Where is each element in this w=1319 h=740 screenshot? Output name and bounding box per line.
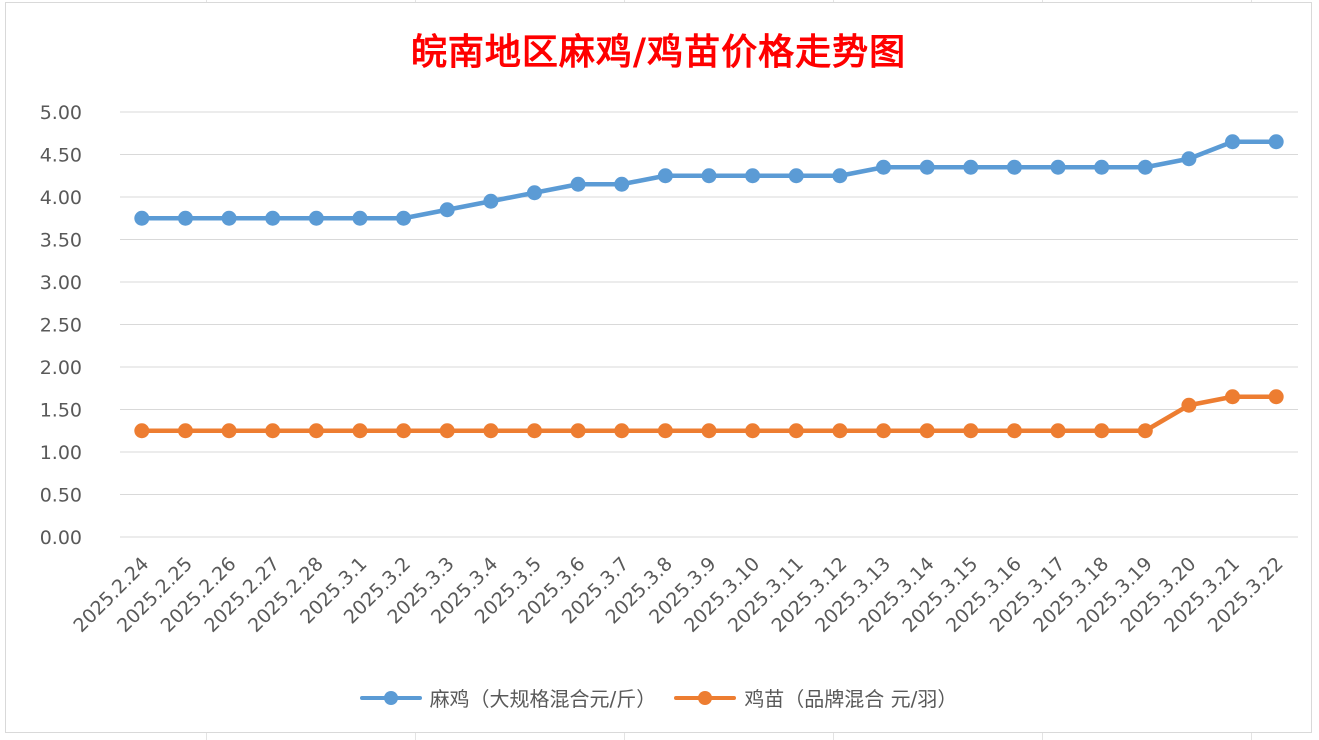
data-point[interactable]: [701, 423, 717, 439]
data-point[interactable]: [1268, 389, 1284, 405]
data-point[interactable]: [701, 168, 717, 184]
data-point[interactable]: [1137, 423, 1153, 439]
data-point[interactable]: [265, 210, 281, 226]
y-tick-label: 1.00: [40, 442, 82, 464]
data-point[interactable]: [1225, 389, 1241, 405]
data-point[interactable]: [570, 176, 586, 192]
legend-item-series-2[interactable]: 鸡苗（品牌混合 元/羽）: [674, 683, 957, 712]
legend-marker-series-1: [359, 689, 422, 707]
y-tick-label: 2.00: [40, 357, 82, 379]
data-point[interactable]: [439, 202, 455, 218]
data-point[interactable]: [308, 210, 324, 226]
data-point[interactable]: [526, 423, 542, 439]
data-point[interactable]: [483, 193, 499, 209]
chart-area[interactable]: 皖南地区麻鸡/鸡苗价格走势图 0.00 0.50 1.00 1.50 2.00 2.50 3…: [5, 2, 1312, 733]
data-point[interactable]: [919, 159, 935, 175]
data-point[interactable]: [352, 210, 368, 226]
plot-area: 0.00 0.50 1.00 1.50 2.00 2.50 3.00 3.50 4.00 4.50…: [40, 102, 1298, 637]
data-point[interactable]: [832, 168, 848, 184]
legend-label-series-1: 麻鸡（大规格混合元/斤）: [429, 687, 657, 711]
data-point[interactable]: [1050, 423, 1066, 439]
data-point[interactable]: [963, 423, 979, 439]
data-point[interactable]: [221, 210, 237, 226]
y-tick-label: 4.00: [40, 187, 82, 209]
data-point[interactable]: [1181, 397, 1197, 413]
series: [134, 134, 1284, 439]
data-point[interactable]: [919, 423, 935, 439]
y-axis-ticks: 0.00 0.50 1.00 1.50 2.00 2.50 3.00 3.50 4.00 4.50…: [40, 102, 82, 549]
data-point[interactable]: [1006, 423, 1022, 439]
data-point[interactable]: [570, 423, 586, 439]
y-tick-label: 5.00: [40, 102, 82, 124]
data-point[interactable]: [439, 423, 455, 439]
legend-label-series-2: 鸡苗（品牌混合 元/羽）: [744, 687, 958, 711]
x-axis-ticks: 2025.2.242025.2.252025.2.262025.2.272025…: [69, 553, 1287, 637]
data-point[interactable]: [265, 423, 281, 439]
y-tick-label: 1.50: [40, 400, 82, 422]
legend: 麻鸡（大规格混合元/斤） 鸡苗（品牌混合 元/羽）: [6, 683, 1311, 712]
data-point[interactable]: [396, 210, 412, 226]
data-point[interactable]: [788, 168, 804, 184]
data-point[interactable]: [177, 210, 193, 226]
y-tick-label: 0.00: [40, 527, 82, 549]
data-point[interactable]: [614, 176, 630, 192]
data-point[interactable]: [1050, 159, 1066, 175]
data-point[interactable]: [745, 168, 761, 184]
data-point[interactable]: [134, 423, 150, 439]
data-point[interactable]: [1094, 159, 1110, 175]
data-point[interactable]: [614, 423, 630, 439]
data-point[interactable]: [308, 423, 324, 439]
data-point[interactable]: [1137, 159, 1153, 175]
y-tick-label: 0.50: [40, 485, 82, 507]
series-2: [134, 389, 1284, 439]
legend-marker-series-2: [674, 689, 737, 707]
y-tick-label: 3.50: [40, 230, 82, 252]
data-point[interactable]: [221, 423, 237, 439]
data-point[interactable]: [1268, 134, 1284, 150]
data-point[interactable]: [1181, 151, 1197, 167]
gridlines: [120, 111, 1298, 538]
data-point[interactable]: [134, 210, 150, 226]
y-tick-label: 2.50: [40, 315, 82, 337]
data-point[interactable]: [483, 423, 499, 439]
data-point[interactable]: [657, 423, 673, 439]
series-1: [134, 134, 1284, 226]
data-point[interactable]: [1006, 159, 1022, 175]
data-point[interactable]: [526, 185, 542, 201]
y-tick-label: 3.00: [40, 272, 82, 294]
data-point[interactable]: [788, 423, 804, 439]
data-point[interactable]: [876, 159, 892, 175]
data-point[interactable]: [876, 423, 892, 439]
y-tick-label: 4.50: [40, 145, 82, 167]
data-point[interactable]: [745, 423, 761, 439]
data-point[interactable]: [352, 423, 368, 439]
data-point[interactable]: [963, 159, 979, 175]
data-point[interactable]: [657, 168, 673, 184]
data-point[interactable]: [1225, 134, 1241, 150]
legend-item-series-1[interactable]: 麻鸡（大规格混合元/斤）: [359, 683, 657, 712]
chart-title: 皖南地区麻鸡/鸡苗价格走势图: [410, 31, 907, 73]
data-point[interactable]: [396, 423, 412, 439]
data-point[interactable]: [1094, 423, 1110, 439]
data-point[interactable]: [832, 423, 848, 439]
data-point[interactable]: [177, 423, 193, 439]
